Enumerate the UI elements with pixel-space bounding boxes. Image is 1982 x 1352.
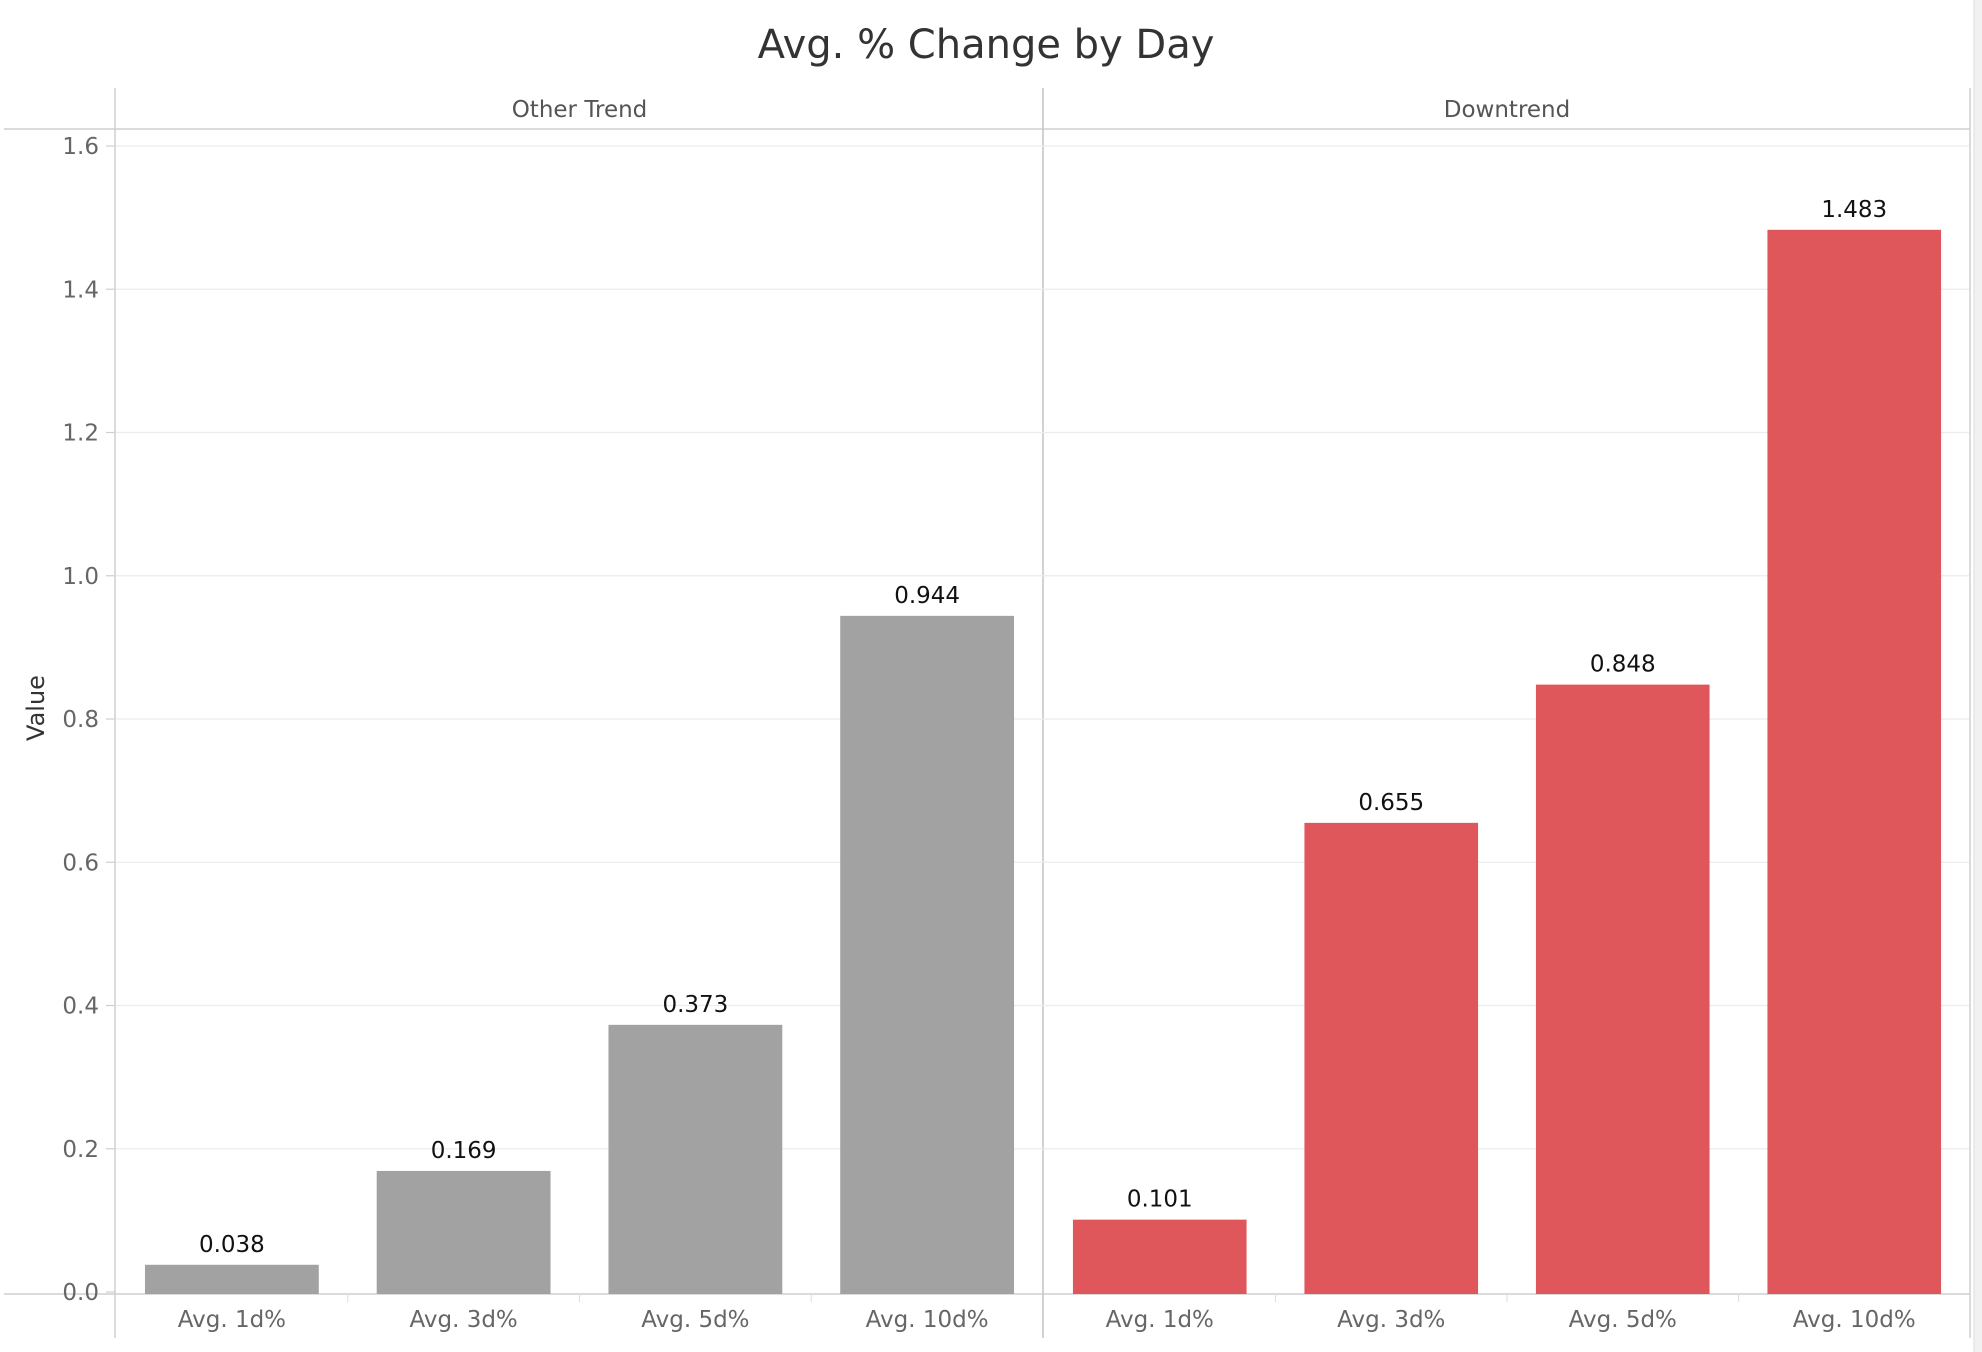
bar[interactable] bbox=[376, 1170, 551, 1294]
x-category-label: Avg. 3d% bbox=[1337, 1307, 1445, 1333]
y-axis-ticks: 0.0 0.2 0.4 0.6 0.8 1.0 1.2 1.4 1.6 bbox=[62, 134, 115, 1306]
x-category-label: Avg. 1d% bbox=[178, 1307, 286, 1333]
x-category-label: Avg. 3d% bbox=[409, 1307, 517, 1333]
bar-value-label: 0.038 bbox=[199, 1232, 265, 1258]
x-category-label: Avg. 5d% bbox=[641, 1307, 749, 1333]
y-tick-label: 1.2 bbox=[62, 421, 99, 447]
bar[interactable] bbox=[608, 1024, 783, 1294]
bar-value-label: 0.169 bbox=[431, 1138, 497, 1164]
bar-value-label: 0.373 bbox=[662, 992, 728, 1018]
y-tick-label: 0.2 bbox=[62, 1137, 99, 1163]
y-tick-label: 1.4 bbox=[62, 277, 99, 303]
bar-value-label: 0.944 bbox=[894, 583, 960, 609]
x-category-label: Avg. 10d% bbox=[866, 1307, 989, 1333]
bar[interactable] bbox=[1535, 684, 1710, 1294]
y-tick-label: 0.6 bbox=[62, 850, 99, 876]
bar[interactable] bbox=[1767, 229, 1942, 1294]
bar[interactable] bbox=[144, 1264, 319, 1294]
bar-value-label: 0.848 bbox=[1590, 652, 1656, 678]
y-tick-label: 0.8 bbox=[62, 707, 99, 733]
x-category-label: Avg. 10d% bbox=[1793, 1307, 1916, 1333]
y-axis-title: Value bbox=[22, 675, 50, 741]
panels: Other Trend 0.038 Avg. 1d% 0.169 Avg. 3d% 0.3… bbox=[144, 97, 1942, 1333]
bar[interactable] bbox=[1304, 822, 1479, 1294]
y-tick-label: 0.0 bbox=[62, 1280, 99, 1306]
bar-value-label: 0.101 bbox=[1127, 1187, 1193, 1213]
x-category-label: Avg. 1d% bbox=[1106, 1307, 1214, 1333]
chart-title: Avg. % Change by Day bbox=[758, 22, 1215, 68]
panel-1: Downtrend 0.101 Avg. 1d% 0.655 Avg. 3d% 0.848… bbox=[1072, 97, 1942, 1333]
y-tick-label: 1.6 bbox=[62, 134, 99, 160]
bar[interactable] bbox=[1072, 1219, 1247, 1294]
y-tick-label: 0.4 bbox=[62, 994, 99, 1020]
x-category-label: Avg. 5d% bbox=[1569, 1307, 1677, 1333]
panel-header-label: Downtrend bbox=[1444, 97, 1570, 123]
bar[interactable] bbox=[840, 615, 1015, 1294]
scrollbar-edge[interactable] bbox=[1973, 0, 1982, 1352]
y-tick-label: 1.0 bbox=[62, 564, 99, 590]
bar-value-label: 1.483 bbox=[1821, 197, 1887, 223]
panel-0: Other Trend 0.038 Avg. 1d% 0.169 Avg. 3d% 0.3… bbox=[144, 97, 1015, 1333]
bar-value-label: 0.655 bbox=[1358, 790, 1424, 816]
panel-header-label: Other Trend bbox=[512, 97, 648, 123]
gridlines bbox=[116, 145, 1969, 1150]
